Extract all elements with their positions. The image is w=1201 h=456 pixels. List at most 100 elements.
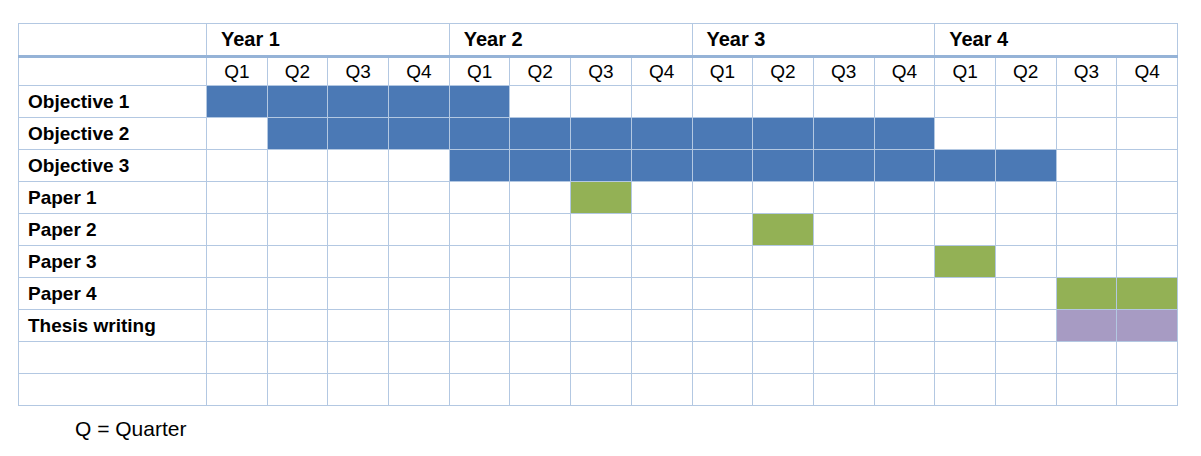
gantt-cell — [995, 310, 1056, 342]
gantt-cell — [692, 246, 753, 278]
gantt-cell — [449, 182, 510, 214]
gantt-cell — [631, 246, 692, 278]
row-label-cell: Objective 3 — [19, 150, 207, 182]
gantt-cell — [510, 86, 571, 118]
footnote: Q = Quarter — [75, 417, 186, 441]
gantt-cell — [267, 214, 328, 246]
gantt-cell — [813, 310, 874, 342]
gantt-cell — [389, 374, 450, 406]
gantt-bar-cell — [449, 150, 510, 182]
row-label-cell — [19, 374, 207, 406]
gantt-bar-cell — [813, 150, 874, 182]
gantt-cell — [935, 118, 996, 150]
year-header-cell: Year 3 — [692, 24, 935, 57]
gantt-cell — [207, 214, 268, 246]
gantt-cell — [874, 86, 935, 118]
gantt-bar-cell — [631, 150, 692, 182]
gantt-cell — [1117, 118, 1178, 150]
gantt-cell — [813, 246, 874, 278]
gantt-cell — [1056, 374, 1117, 406]
gantt-bar-cell — [631, 118, 692, 150]
gantt-cell — [995, 374, 1056, 406]
gantt-bar-cell — [692, 150, 753, 182]
gantt-cell — [267, 278, 328, 310]
gantt-bar-cell — [449, 118, 510, 150]
gantt-bar-cell — [571, 118, 632, 150]
gantt-cell — [874, 278, 935, 310]
gantt-cell — [571, 310, 632, 342]
gantt-cell — [267, 374, 328, 406]
gantt-bar-cell — [328, 118, 389, 150]
gantt-cell — [813, 214, 874, 246]
gantt-cell — [935, 278, 996, 310]
gantt-cell — [1056, 150, 1117, 182]
gantt-cell — [207, 182, 268, 214]
gantt-bar-cell — [753, 214, 814, 246]
gantt-cell — [692, 86, 753, 118]
row-label-cell: Thesis writing — [19, 310, 207, 342]
quarter-header-cell: Q2 — [753, 57, 814, 86]
gantt-cell — [1056, 182, 1117, 214]
gantt-cell — [995, 86, 1056, 118]
gantt-cell — [995, 278, 1056, 310]
gantt-cell — [449, 246, 510, 278]
gantt-cell — [207, 342, 268, 374]
gantt-cell — [510, 246, 571, 278]
gantt-cell — [874, 182, 935, 214]
gantt-cell — [692, 278, 753, 310]
gantt-cell — [207, 118, 268, 150]
gantt-cell — [389, 182, 450, 214]
gantt-bar-cell — [1056, 310, 1117, 342]
gantt-bar-cell — [1056, 278, 1117, 310]
gantt-cell — [449, 214, 510, 246]
gantt-cell — [1056, 214, 1117, 246]
gantt-cell — [753, 374, 814, 406]
gantt-cell — [995, 118, 1056, 150]
gantt-cell — [389, 278, 450, 310]
gantt-cell — [753, 278, 814, 310]
gantt-bar-cell — [207, 86, 268, 118]
gantt-bar-cell — [753, 118, 814, 150]
gantt-bar-cell — [1117, 278, 1178, 310]
quarter-header-cell: Q3 — [1056, 57, 1117, 86]
quarter-header-cell: Q3 — [328, 57, 389, 86]
year-header-cell: Year 4 — [935, 24, 1178, 57]
gantt-cell — [328, 246, 389, 278]
gantt-cell — [935, 342, 996, 374]
gantt-bar-cell — [874, 150, 935, 182]
gantt-bar-cell — [510, 118, 571, 150]
gantt-bar-cell — [753, 150, 814, 182]
gantt-cell — [692, 182, 753, 214]
gantt-cell — [631, 182, 692, 214]
gantt-cell — [995, 214, 1056, 246]
gantt-cell — [1117, 246, 1178, 278]
gantt-cell — [874, 342, 935, 374]
gantt-cell — [935, 182, 996, 214]
gantt-cell — [389, 246, 450, 278]
corner-cell — [19, 24, 207, 57]
gantt-cell — [267, 310, 328, 342]
gantt-cell — [753, 246, 814, 278]
year-header-cell: Year 2 — [449, 24, 692, 57]
gantt-cell — [753, 310, 814, 342]
gantt-bar-cell — [571, 150, 632, 182]
gantt-cell — [874, 214, 935, 246]
quarter-header-cell: Q4 — [631, 57, 692, 86]
gantt-cell — [389, 342, 450, 374]
gantt-cell — [813, 374, 874, 406]
row-label-cell: Objective 2 — [19, 118, 207, 150]
gantt-bar-cell — [510, 150, 571, 182]
gantt-cell — [995, 182, 1056, 214]
gantt-bar-cell — [389, 86, 450, 118]
row-label-cell: Paper 1 — [19, 182, 207, 214]
gantt-cell — [631, 86, 692, 118]
gantt-cell — [995, 342, 1056, 374]
row-label-cell: Paper 2 — [19, 214, 207, 246]
gantt-cell — [1117, 342, 1178, 374]
gantt-cell — [692, 310, 753, 342]
gantt-cell — [571, 374, 632, 406]
gantt-cell — [267, 246, 328, 278]
gantt-cell — [631, 342, 692, 374]
gantt-bar-cell — [571, 182, 632, 214]
quarter-header-cell: Q1 — [935, 57, 996, 86]
